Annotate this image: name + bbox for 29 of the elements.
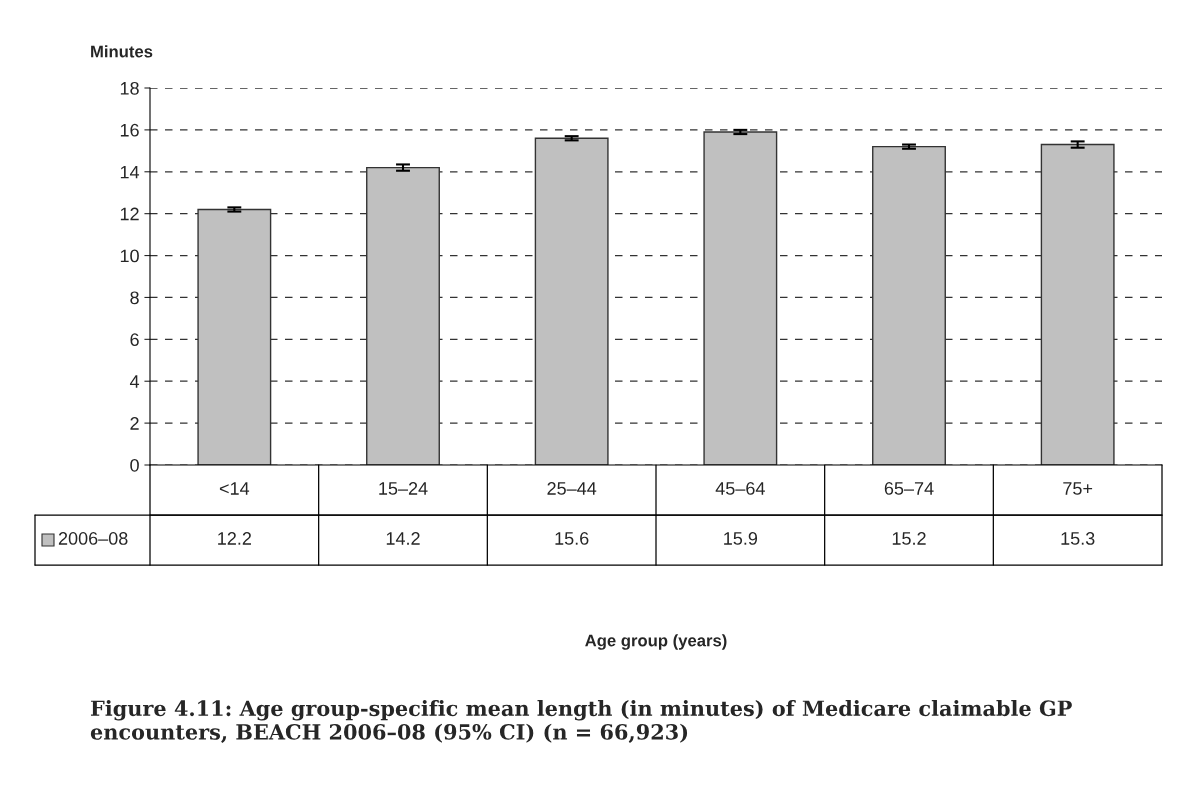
data-label: 12.2 [218,532,251,545]
data-label: 15.2 [892,532,926,545]
x-tick-label: 65–74 [884,482,934,495]
y-axis-title: Minutes [91,45,153,58]
x-tick-label: 15–24 [379,482,428,495]
y-tick-label: 10 [120,249,139,263]
bar [534,137,609,465]
y-tick-label: 6 [130,333,139,347]
x-tick-label: <14 [219,482,250,495]
bar [366,166,440,465]
data-label: 15.3 [1061,532,1095,545]
y-tick-label: 2 [130,417,139,430]
y-tick-label: 18 [120,81,139,95]
y-tick-label: 16 [120,123,139,137]
y-tick-label: 12 [120,207,139,221]
data-label: 14.2 [386,532,420,545]
text: Figure 4.11: Age group-specific mean length (in minutes) of Medicare claimable GP encounters, BEACH 2006–08 (95% CI) (n = 66,923) [90,700,1072,743]
x-tick-label: 75+ [1063,482,1093,495]
y-tick-label: 14 [120,165,140,179]
legend-label: 2006–08 [58,532,128,545]
data-label: 15.6 [555,532,589,545]
text: Age group (years) [585,634,727,650]
bar [872,145,946,465]
x-tick-label: 25–44 [547,482,597,495]
data-label: 15.9 [724,532,758,545]
y-tick-label: 4 [129,375,140,388]
x-tick-label: 45–64 [715,482,765,495]
y-tick-label: 8 [130,291,139,305]
y-tick-label: 0 [130,458,139,472]
